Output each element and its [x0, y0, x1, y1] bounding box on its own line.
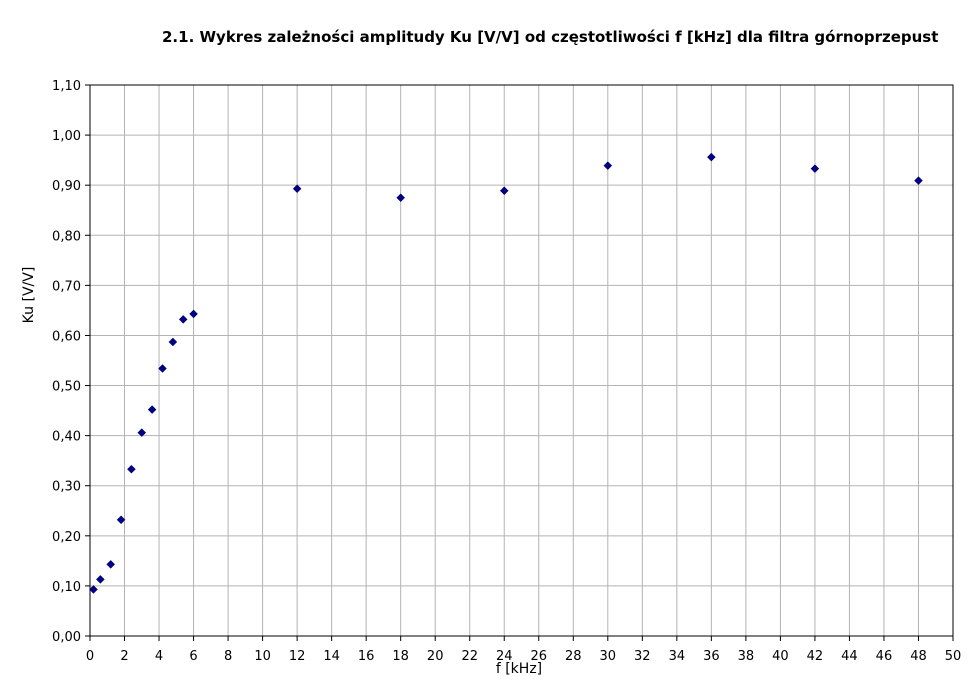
y-tick-label: 0,30	[52, 480, 81, 495]
x-tick-label: 48	[910, 649, 927, 664]
data-point	[603, 161, 613, 170]
y-tick-label: 0,70	[52, 279, 81, 294]
data-point	[147, 405, 157, 414]
y-tick-label: 0,00	[52, 630, 81, 645]
axis-ticks: 0 2 4 6 8 10 12 14 16 18 20 22 24 26 28 30 32 34 36 38 40 42 4…	[52, 79, 961, 664]
x-tick-label: 8	[224, 649, 232, 664]
y-tick-label: 1,10	[52, 79, 81, 94]
x-tick-label: 10	[254, 649, 271, 664]
x-tick-label: 42	[807, 649, 824, 664]
x-tick-label: 20	[427, 649, 444, 664]
data-point	[810, 164, 820, 174]
y-tick-label: 0,90	[52, 179, 81, 194]
data-point	[499, 186, 509, 196]
x-tick-label: 38	[738, 649, 755, 664]
y-tick-label: 1,00	[52, 129, 81, 144]
x-tick-label: 18	[392, 649, 409, 664]
x-tick-label: 14	[323, 649, 340, 664]
x-tick-label: 2	[120, 649, 128, 664]
data-point	[707, 152, 716, 162]
y-tick-label: 0,50	[52, 380, 81, 395]
x-tick-label: 0	[86, 649, 94, 664]
x-tick-label: 30	[600, 649, 617, 664]
data-point	[914, 176, 923, 186]
data-point	[137, 428, 147, 437]
y-tick-label: 0,60	[52, 329, 81, 344]
y-tick-label: 0,80	[52, 229, 81, 244]
y-axis-title: Ku [V/V]	[21, 267, 37, 324]
data-point	[89, 585, 98, 594]
x-tick-label: 26	[530, 649, 547, 664]
x-tick-label: 16	[358, 649, 375, 664]
y-tick-label: 0,40	[52, 430, 81, 445]
data-point	[396, 193, 406, 203]
x-tick-label: 12	[289, 649, 306, 664]
y-tick-label: 0,10	[52, 580, 81, 595]
data-point	[292, 184, 302, 194]
x-tick-label: 40	[772, 649, 789, 664]
x-tick-label: 34	[669, 649, 686, 664]
data-point	[106, 560, 116, 569]
x-tick-label: 36	[703, 649, 720, 664]
plot-area	[89, 84, 954, 637]
x-tick-label: 28	[565, 649, 582, 664]
data-point	[178, 315, 188, 324]
x-tick-label: 46	[876, 649, 893, 664]
x-tick-label: 24	[496, 649, 513, 664]
data-point	[158, 364, 167, 373]
data-point	[116, 515, 126, 525]
data-point	[168, 337, 178, 347]
x-tick-label: 32	[634, 649, 651, 664]
data-point	[127, 464, 136, 474]
x-axis-title: f [kHz]	[496, 661, 542, 677]
x-tick-label: 44	[841, 649, 858, 664]
data-point	[96, 575, 105, 584]
x-tick-label: 50	[945, 649, 962, 664]
grid	[89, 84, 954, 637]
x-tick-label: 4	[155, 649, 163, 664]
y-tick-label: 0,20	[52, 530, 81, 545]
x-tick-label: 22	[461, 649, 478, 664]
data-point	[189, 309, 198, 319]
x-tick-label: 6	[189, 649, 197, 664]
chart-title: 2.1. Wykres zależności amplitudy Ku [V/V…	[162, 28, 939, 46]
data-points	[89, 152, 923, 594]
